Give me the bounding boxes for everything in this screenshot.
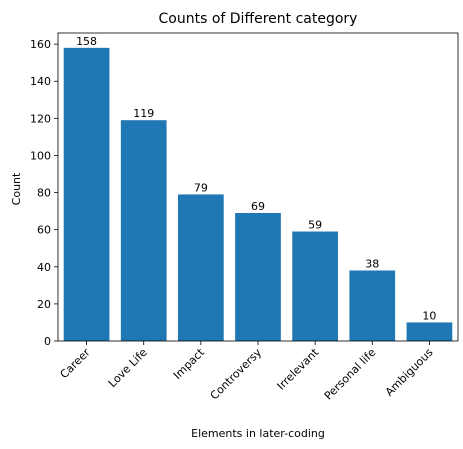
x-tick-label: Love Life bbox=[106, 346, 150, 390]
y-tick-label: 20 bbox=[37, 298, 51, 311]
y-tick-label: 60 bbox=[37, 224, 51, 237]
data-label: 119 bbox=[133, 107, 154, 120]
bar bbox=[406, 322, 453, 341]
data-label: 38 bbox=[365, 257, 379, 270]
y-tick-label: 140 bbox=[30, 75, 51, 88]
data-label: 10 bbox=[422, 309, 436, 322]
data-label: 158 bbox=[76, 35, 97, 48]
y-axis-label: Count bbox=[10, 172, 23, 205]
x-tick-label: Irrelevant bbox=[275, 345, 322, 392]
data-label: 59 bbox=[308, 219, 322, 232]
plot-area: 1581197969593810020406080100120140160Car… bbox=[30, 32, 459, 403]
y-tick-label: 160 bbox=[30, 38, 51, 51]
y-tick-label: 100 bbox=[30, 149, 51, 162]
chart-title: Counts of Different category bbox=[159, 11, 358, 27]
x-tick-label: Impact bbox=[171, 345, 208, 382]
bar bbox=[235, 212, 281, 341]
x-tick-label: Controversy bbox=[208, 346, 265, 403]
x-tick-label: Personal life bbox=[322, 346, 379, 403]
bar bbox=[178, 194, 224, 341]
x-tick-label: Ambiguous bbox=[383, 346, 436, 399]
y-tick-label: 40 bbox=[37, 261, 51, 274]
x-axis-label: Elements in later-coding bbox=[191, 427, 325, 440]
y-tick-label: 120 bbox=[30, 112, 51, 125]
data-label: 69 bbox=[251, 200, 265, 213]
x-tick-label: Career bbox=[58, 346, 94, 382]
data-label: 79 bbox=[194, 181, 208, 194]
bar bbox=[349, 270, 396, 341]
bar bbox=[120, 120, 167, 341]
y-tick-label: 80 bbox=[37, 187, 51, 200]
bar bbox=[292, 231, 338, 341]
y-tick-label: 0 bbox=[44, 335, 51, 348]
bar bbox=[63, 47, 110, 341]
